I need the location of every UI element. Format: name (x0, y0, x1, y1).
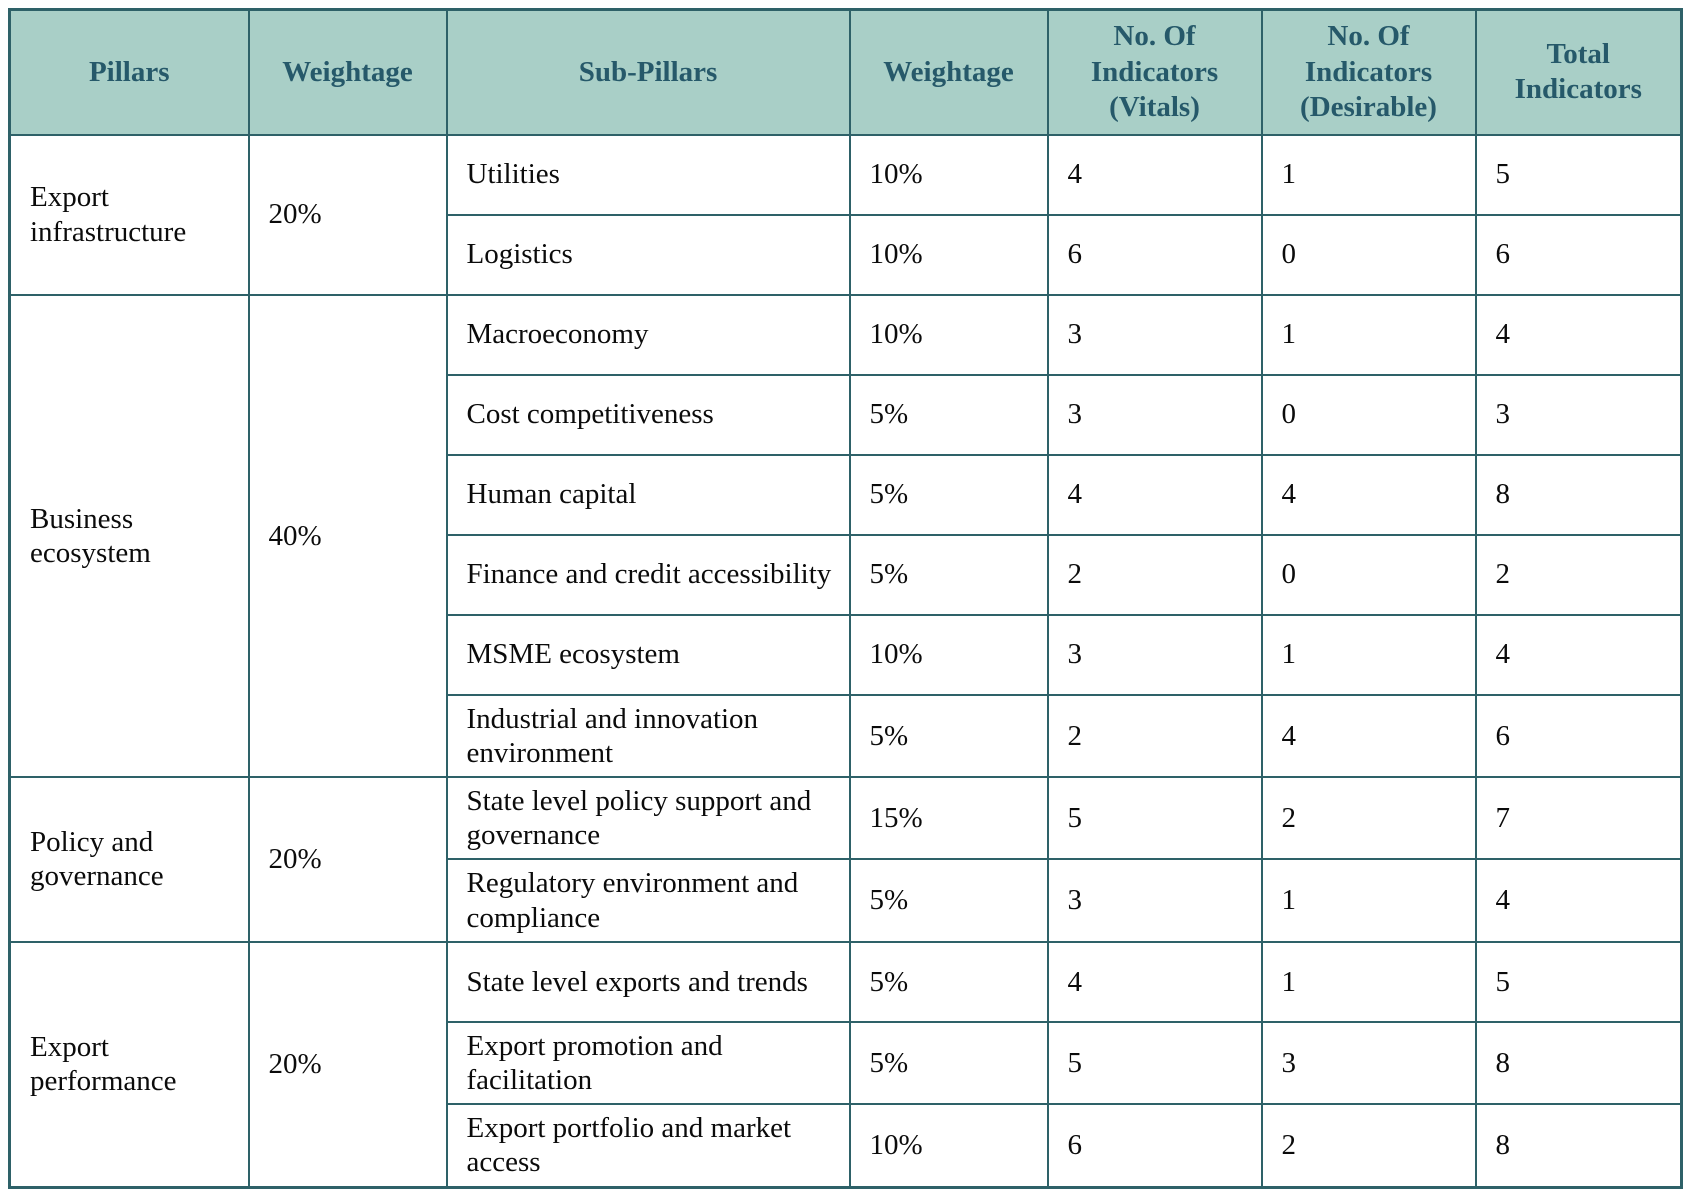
col-header-pillars: Pillars (8, 8, 250, 136)
table-row: Finance and credit accessibility 5% 2 0 2 (10, 533, 1683, 616)
total-indicators-cell: 4 (1474, 858, 1683, 943)
subpillar-cell: Macroeconomy (445, 293, 851, 376)
subpillar-weightage-cell: 5% (848, 940, 1049, 1023)
subpillar-weightage-cell: 10% (848, 613, 1049, 696)
total-indicators-cell: 6 (1474, 213, 1683, 296)
desirable-count-cell: 0 (1260, 373, 1477, 456)
subpillar-cell: State level exports and trends (445, 940, 851, 1023)
table-row: Export performance 20% State level exports… (8, 940, 1683, 1189)
pillar-weightage-cell: 40% (247, 293, 448, 778)
header-row: Pillars Weightage Sub-Pillars Weightage … (8, 8, 1683, 136)
col-header-sub-pillars: Sub-Pillars (445, 8, 851, 136)
subpillar-weightage-cell: 5% (848, 693, 1049, 778)
pillar-cell: Export infrastructure (8, 133, 250, 296)
table-row: Cost competitiveness 5% 3 0 3 (10, 373, 1683, 456)
vitals-count-cell: 2 (1046, 533, 1263, 616)
subpillar-cell: Finance and credit accessibility (445, 533, 851, 616)
col-header-subpillar-weightage: Weightage (848, 8, 1049, 136)
total-indicators-cell: 2 (1474, 533, 1683, 616)
subpillar-cell: MSME ecosystem (445, 613, 851, 696)
subpillar-weightage-cell: 5% (848, 533, 1049, 616)
subpillar-weightage-cell: 10% (848, 213, 1049, 296)
subpillar-weightage-cell: 10% (848, 293, 1049, 376)
col-header-indicators-desirable: No. Of Indicators (Desirable) (1260, 8, 1477, 136)
table-row: Policy and governance 20% State level poli… (8, 775, 1683, 943)
desirable-count-cell: 1 (1260, 940, 1477, 1023)
table-row: Human capital 5% 4 4 8 (10, 453, 1683, 536)
col-header-total-indicators: Total Indicators (1474, 8, 1683, 136)
desirable-count-cell: 2 (1260, 775, 1477, 861)
desirable-count-cell: 1 (1260, 613, 1477, 696)
pillar-cell: Export performance (8, 940, 250, 1189)
table-row: Export infrastructure 20% Utilities 10% 4 1 5 (8, 133, 1683, 296)
vitals-count-cell: 4 (1046, 133, 1263, 216)
vitals-count-cell: 3 (1046, 373, 1263, 456)
desirable-count-cell: 1 (1260, 858, 1477, 943)
table-row: Business ecosystem 40% Macroeconomy 10% 3 1 4 (8, 293, 1683, 778)
subpillar-cell: Export promotion and facilitation (445, 1020, 851, 1106)
vitals-count-cell: 6 (1046, 213, 1263, 296)
total-indicators-cell: 6 (1474, 693, 1683, 778)
subpillar-cell: Export portfolio and market access (445, 1103, 851, 1189)
total-indicators-cell: 4 (1474, 293, 1683, 376)
subpillar-weightage-cell: 5% (848, 858, 1049, 943)
total-indicators-cell: 5 (1474, 940, 1683, 1023)
pillar-cell: Business ecosystem (8, 293, 250, 778)
vitals-count-cell: 3 (1046, 858, 1263, 943)
subpillar-cell: Logistics (445, 213, 851, 296)
subpillar-cell: Regulatory environment and compliance (445, 858, 851, 943)
vitals-count-cell: 6 (1046, 1103, 1263, 1189)
col-header-indicators-vitals: No. Of Indicators (Vitals) (1046, 8, 1263, 136)
subpillar-weightage-cell: 5% (848, 453, 1049, 536)
vitals-count-cell: 3 (1046, 613, 1263, 696)
subpillar-weightage-cell: 5% (848, 373, 1049, 456)
total-indicators-cell: 8 (1474, 1103, 1683, 1189)
pillar-weightage-cell: 20% (247, 940, 448, 1189)
vitals-count-cell: 4 (1046, 453, 1263, 536)
pillar-weightage-cell: 20% (247, 775, 448, 943)
subpillar-weightage-cell: 15% (848, 775, 1049, 861)
table-row: Export promotion and facilitation 5% 5 3 8 (10, 1020, 1683, 1106)
subpillar-weightage-cell: 10% (848, 1103, 1049, 1189)
desirable-count-cell: 1 (1260, 293, 1477, 376)
table-row: Industrial and innovation environment 5% 2… (10, 693, 1683, 778)
subpillar-weightage-cell: 5% (848, 1020, 1049, 1106)
table-row: Regulatory environment and compliance 5% 3… (10, 858, 1683, 943)
subpillar-cell: Industrial and innovation environment (445, 693, 851, 778)
table-row: MSME ecosystem 10% 3 1 4 (10, 613, 1683, 696)
pillar-weightage-cell: 20% (247, 133, 448, 296)
total-indicators-cell: 8 (1474, 453, 1683, 536)
pillar-cell: Policy and governance (8, 775, 250, 943)
subpillar-cell: Cost competitiveness (445, 373, 851, 456)
vitals-count-cell: 3 (1046, 293, 1263, 376)
desirable-count-cell: 4 (1260, 453, 1477, 536)
subpillar-cell: Utilities (445, 133, 851, 216)
pillars-indicators-table: Pillars Weightage Sub-Pillars Weightage … (8, 8, 1683, 1189)
desirable-count-cell: 3 (1260, 1020, 1477, 1106)
desirable-count-cell: 4 (1260, 693, 1477, 778)
subpillar-cell: Human capital (445, 453, 851, 536)
vitals-count-cell: 4 (1046, 940, 1263, 1023)
subpillar-weightage-cell: 10% (848, 133, 1049, 216)
desirable-count-cell: 0 (1260, 533, 1477, 616)
desirable-count-cell: 0 (1260, 213, 1477, 296)
total-indicators-cell: 3 (1474, 373, 1683, 456)
vitals-count-cell: 2 (1046, 693, 1263, 778)
table-row: Logistics 10% 6 0 6 (10, 213, 1683, 296)
vitals-count-cell: 5 (1046, 775, 1263, 861)
table-row: Export portfolio and market access 10% 6 2 8 (10, 1103, 1683, 1189)
desirable-count-cell: 2 (1260, 1103, 1477, 1189)
total-indicators-cell: 8 (1474, 1020, 1683, 1106)
desirable-count-cell: 1 (1260, 133, 1477, 216)
vitals-count-cell: 5 (1046, 1020, 1263, 1106)
total-indicators-cell: 4 (1474, 613, 1683, 696)
total-indicators-cell: 7 (1474, 775, 1683, 861)
subpillar-cell: State level policy support and governanc… (445, 775, 851, 861)
col-header-pillar-weightage: Weightage (247, 8, 448, 136)
total-indicators-cell: 5 (1474, 133, 1683, 216)
